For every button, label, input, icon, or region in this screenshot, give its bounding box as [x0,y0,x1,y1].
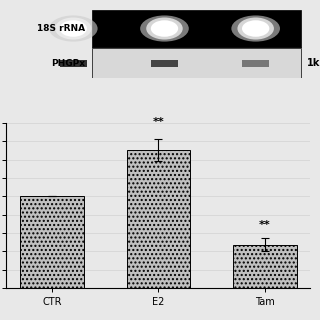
Ellipse shape [237,18,274,40]
Ellipse shape [140,15,189,42]
Ellipse shape [49,15,98,42]
Bar [242,60,269,67]
Bar [20,196,84,288]
Ellipse shape [151,20,178,37]
Ellipse shape [60,20,87,37]
Ellipse shape [242,20,269,37]
Ellipse shape [231,15,280,42]
Ellipse shape [55,18,92,40]
Bar [151,60,178,67]
Bar [92,10,301,47]
Bar [92,48,301,78]
Text: PHGPx: PHGPx [52,59,85,68]
Bar [233,245,297,288]
Text: 1kb: 1kb [307,58,320,68]
Ellipse shape [146,18,183,40]
Bar [60,60,87,67]
Text: 18S rRNA: 18S rRNA [37,24,85,33]
Text: **: ** [259,220,271,230]
Bar [126,150,190,288]
Text: **: ** [153,116,164,126]
